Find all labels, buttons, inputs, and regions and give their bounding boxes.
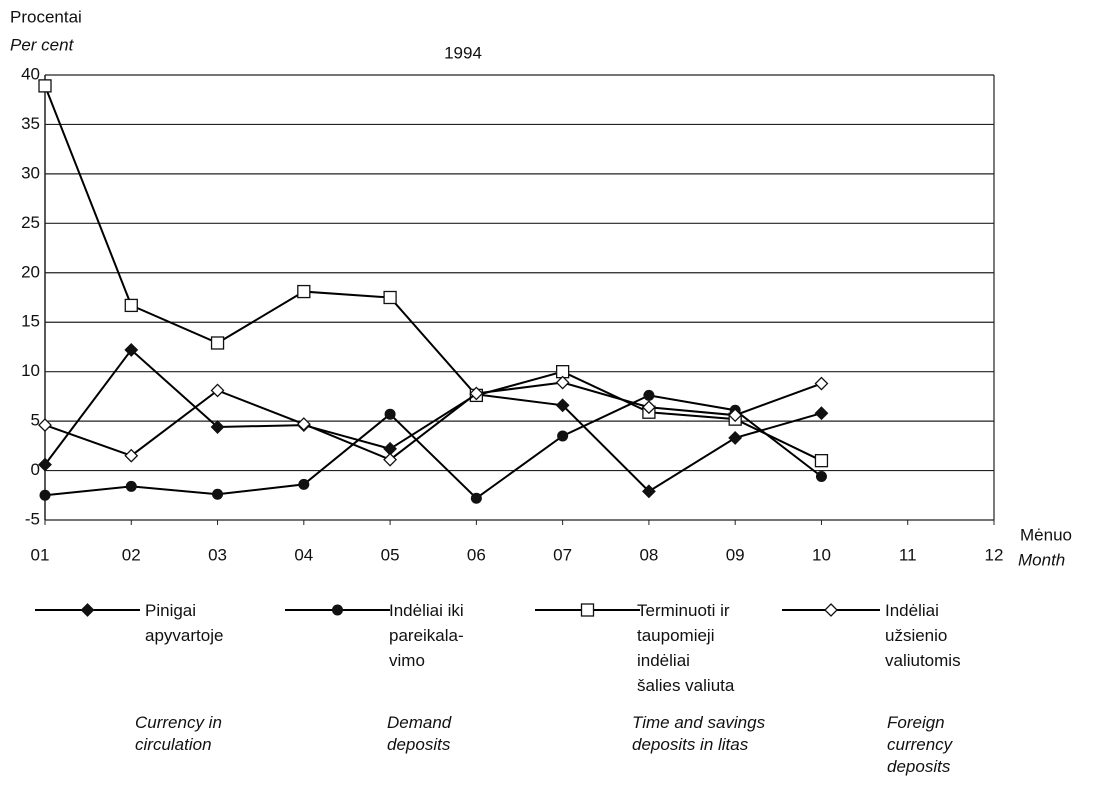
x-tick-label: 12 [985, 545, 1004, 564]
data-point [210, 383, 225, 398]
y-tick-label: 30 [21, 163, 40, 182]
data-point [38, 418, 52, 432]
data-point [212, 488, 224, 500]
data-point [384, 408, 396, 420]
x-tick-label: 10 [812, 545, 831, 564]
x-tick-label: 01 [31, 545, 50, 564]
chart-title: 1994 [444, 43, 482, 62]
y-tick-label: 10 [21, 361, 40, 380]
series-line [44, 348, 822, 493]
y-tick-label: -5 [25, 509, 40, 528]
legend-label: Terminuoti ir taupomieji indėliai šalies… [637, 601, 735, 695]
legend-label: Indėliai iki pareikala- vimo [389, 601, 464, 670]
x-tick-label: 05 [381, 545, 400, 564]
legend-marker [824, 603, 838, 617]
y-tick-label: 5 [31, 411, 40, 430]
data-point [38, 79, 52, 93]
data-point [297, 284, 311, 299]
data-point [814, 406, 829, 421]
x-tick-label: 07 [553, 545, 572, 564]
y-tick-label: 15 [21, 312, 40, 331]
x-tick-label: 03 [208, 545, 227, 564]
data-point [124, 448, 139, 463]
data-point [814, 376, 829, 391]
data-point [555, 398, 570, 413]
data-point [298, 478, 310, 490]
y-tick-label: 35 [21, 114, 40, 133]
data-point [383, 290, 397, 305]
y-tick-label: 40 [21, 64, 40, 83]
data-point [728, 408, 743, 423]
data-point [39, 489, 51, 501]
data-point [469, 386, 484, 401]
legend-marker [332, 604, 343, 616]
data-point [641, 484, 656, 499]
x-tick-label: 08 [639, 545, 658, 564]
x-tick-label: 06 [467, 545, 486, 564]
data-point [643, 389, 655, 401]
data-point [815, 470, 827, 482]
legend-label: Foreign currency deposits [887, 713, 953, 776]
x-tick-label: 04 [294, 545, 313, 564]
data-point [38, 457, 52, 472]
data-point [555, 375, 570, 390]
series-line [44, 85, 822, 462]
x-tick-label: 02 [122, 545, 141, 564]
legend-label: Currency in circulation [135, 713, 222, 754]
data-point [641, 400, 656, 415]
legend-marker [80, 603, 95, 617]
data-point [814, 454, 829, 468]
y-axis-label-en: Per cent [10, 35, 75, 54]
x-axis-label: Mėnuo [1020, 525, 1072, 544]
legend-label: Demand deposits [387, 713, 452, 754]
y-tick-label: 20 [21, 262, 40, 281]
data-point [124, 298, 138, 313]
x-axis-label-en: Month [1018, 550, 1065, 569]
legend-label: Time and savings deposits in litas [632, 713, 766, 754]
data-point [210, 420, 225, 434]
series-line [44, 394, 823, 500]
data-point [296, 417, 311, 431]
data-point [124, 342, 139, 357]
y-tick-label: 25 [21, 213, 40, 232]
y-axis-label: Procentai [10, 7, 82, 26]
data-point [728, 431, 743, 445]
data-point [557, 430, 569, 442]
series-line [44, 381, 822, 461]
legend-label: Pinigai apyvartoje [145, 601, 224, 645]
data-point [470, 492, 482, 504]
legend-marker [580, 603, 595, 617]
data-point [125, 480, 137, 492]
legend-label: Indėliai užsienio valiutomis [885, 601, 961, 670]
data-point [210, 336, 225, 350]
y-tick-label: 0 [31, 460, 40, 479]
data-point [383, 452, 398, 467]
x-tick-label: 11 [899, 545, 917, 564]
x-tick-label: 09 [726, 545, 745, 564]
